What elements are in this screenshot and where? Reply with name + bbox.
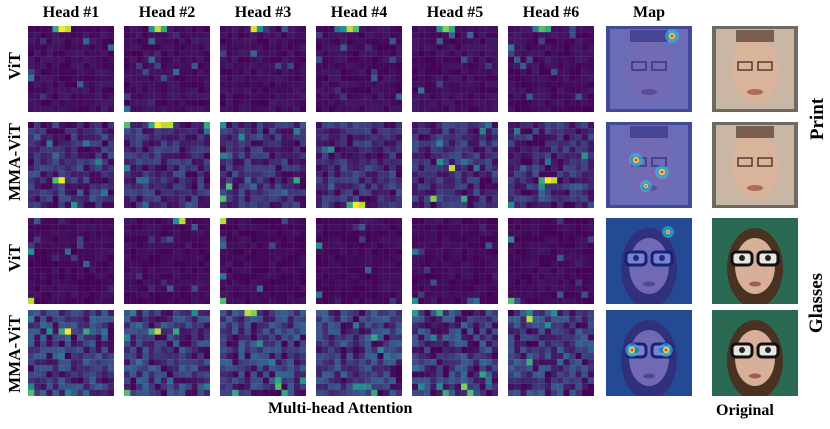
header-head-6: Head #6 (522, 4, 580, 21)
original-face-image-row3 (712, 218, 798, 304)
attention-heatmap-row4-head3 (220, 310, 306, 396)
attention-heatmap-row2-head3 (220, 122, 306, 208)
attention-heatmap-row2-head4 (316, 122, 402, 208)
attention-heatmap-row3-head2 (124, 218, 210, 304)
footer-original: Original (716, 402, 774, 419)
original-face-image-row1 (712, 26, 798, 112)
header-head-3: Head #3 (234, 4, 292, 21)
header-head-4: Head #4 (330, 4, 388, 21)
attention-heatmap-row3-head6 (508, 218, 594, 304)
original-face-image-row2 (712, 122, 798, 208)
attention-heatmap-row1-head3 (220, 26, 306, 112)
attention-heatmap-row1-head2 (124, 26, 210, 112)
attention-heatmap-row1-head1 (28, 26, 114, 112)
attention-heatmap-row3-head1 (28, 218, 114, 304)
attention-heatmap-row4-head6 (508, 310, 594, 396)
original-face-image-row4 (712, 310, 798, 396)
row-label-2: MMA-ViT (5, 123, 24, 201)
attention-heatmap-row4-head4 (316, 310, 402, 396)
header-head-5: Head #5 (426, 4, 484, 21)
attention-heatmap-row1-head5 (412, 26, 498, 112)
attention-heatmap-row4-head5 (412, 310, 498, 396)
attention-heatmap-row4-head1 (28, 310, 114, 396)
attention-heatmap-row2-head1 (28, 122, 114, 208)
attention-heatmap-row2-head6 (508, 122, 594, 208)
header-head-1: Head #1 (42, 4, 100, 21)
attention-map-overlay-row4 (606, 310, 692, 396)
attention-map-overlay-row1 (606, 26, 692, 112)
header-head-2: Head #2 (138, 4, 196, 21)
header-map: Map (633, 4, 665, 21)
attention-heatmap-row4-head2 (124, 310, 210, 396)
attention-heatmap-row3-head3 (220, 218, 306, 304)
row-label-4: MMA-ViT (5, 315, 24, 393)
attention-heatmap-row1-head6 (508, 26, 594, 112)
footer-multihead-attention: Multi-head Attention (268, 400, 413, 417)
attention-heatmap-row3-head4 (316, 218, 402, 304)
row-label-1: ViT (5, 52, 24, 80)
attention-heatmap-row2-head5 (412, 122, 498, 208)
attention-map-overlay-row3 (606, 218, 692, 304)
attention-map-overlay-row2 (606, 122, 692, 208)
group-label-glasses: Glasses (806, 272, 827, 334)
attention-heatmap-row2-head2 (124, 122, 210, 208)
row-label-3: ViT (5, 244, 24, 272)
group-label-print: Print (807, 97, 828, 141)
attention-heatmap-row1-head4 (316, 26, 402, 112)
attention-heatmap-row3-head5 (412, 218, 498, 304)
